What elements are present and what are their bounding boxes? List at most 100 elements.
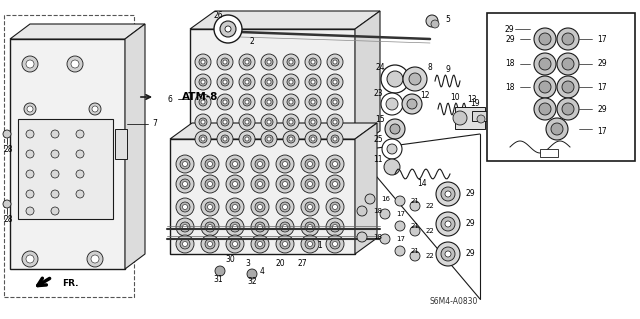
Circle shape xyxy=(305,114,321,130)
Text: 1: 1 xyxy=(317,241,323,249)
Circle shape xyxy=(395,196,405,206)
Circle shape xyxy=(251,235,269,253)
Circle shape xyxy=(562,103,574,115)
Circle shape xyxy=(384,159,400,175)
Bar xyxy=(455,107,485,129)
Circle shape xyxy=(311,100,315,104)
Bar xyxy=(487,13,635,161)
Circle shape xyxy=(402,94,422,114)
Text: 7: 7 xyxy=(152,120,157,129)
Circle shape xyxy=(436,212,460,236)
Circle shape xyxy=(205,159,215,169)
Text: 9: 9 xyxy=(445,64,451,73)
Circle shape xyxy=(305,54,321,70)
Circle shape xyxy=(245,120,249,124)
Circle shape xyxy=(232,161,237,167)
Circle shape xyxy=(326,175,344,193)
Circle shape xyxy=(380,234,390,244)
Circle shape xyxy=(217,74,233,90)
Circle shape xyxy=(223,80,227,84)
Circle shape xyxy=(380,209,390,219)
Circle shape xyxy=(326,155,344,173)
Circle shape xyxy=(255,202,265,212)
Polygon shape xyxy=(170,123,377,139)
Circle shape xyxy=(261,94,277,110)
Circle shape xyxy=(207,225,212,229)
Circle shape xyxy=(76,190,84,198)
Circle shape xyxy=(309,78,317,86)
Text: 19: 19 xyxy=(470,100,480,108)
Circle shape xyxy=(176,175,194,193)
Circle shape xyxy=(287,98,295,106)
Circle shape xyxy=(245,100,249,104)
Circle shape xyxy=(333,137,337,141)
Circle shape xyxy=(207,204,212,210)
Text: 10: 10 xyxy=(450,93,460,101)
Circle shape xyxy=(257,241,262,247)
Circle shape xyxy=(243,78,251,86)
Circle shape xyxy=(301,198,319,216)
Text: 31: 31 xyxy=(213,275,223,284)
Bar xyxy=(4,15,134,297)
Circle shape xyxy=(436,242,460,266)
Circle shape xyxy=(331,78,339,86)
Circle shape xyxy=(239,54,255,70)
Text: 13: 13 xyxy=(467,94,477,103)
Circle shape xyxy=(76,150,84,158)
Circle shape xyxy=(551,123,563,135)
Circle shape xyxy=(207,241,212,247)
Circle shape xyxy=(280,159,290,169)
Circle shape xyxy=(67,56,83,72)
Circle shape xyxy=(32,134,92,194)
Circle shape xyxy=(182,204,188,210)
Circle shape xyxy=(243,98,251,106)
Circle shape xyxy=(327,114,343,130)
Circle shape xyxy=(201,155,219,173)
Circle shape xyxy=(215,266,225,276)
Circle shape xyxy=(87,251,103,267)
Text: 17: 17 xyxy=(597,83,607,92)
Circle shape xyxy=(195,54,211,70)
Circle shape xyxy=(407,99,417,109)
Circle shape xyxy=(534,28,556,50)
Circle shape xyxy=(52,154,72,174)
Circle shape xyxy=(243,118,251,126)
Circle shape xyxy=(534,53,556,75)
Circle shape xyxy=(267,100,271,104)
Circle shape xyxy=(251,175,269,193)
Circle shape xyxy=(243,58,251,66)
Circle shape xyxy=(301,235,319,253)
Circle shape xyxy=(255,239,265,249)
Circle shape xyxy=(557,53,579,75)
Circle shape xyxy=(477,115,485,123)
Circle shape xyxy=(267,80,271,84)
Circle shape xyxy=(255,179,265,189)
Circle shape xyxy=(221,78,229,86)
Circle shape xyxy=(441,217,455,231)
Circle shape xyxy=(326,235,344,253)
Circle shape xyxy=(265,58,273,66)
Circle shape xyxy=(305,74,321,90)
Circle shape xyxy=(534,98,556,120)
Text: 18: 18 xyxy=(506,83,515,92)
Circle shape xyxy=(282,225,287,229)
Circle shape xyxy=(305,131,321,147)
Circle shape xyxy=(311,80,315,84)
Circle shape xyxy=(410,201,420,211)
Circle shape xyxy=(539,103,551,115)
Circle shape xyxy=(239,131,255,147)
Circle shape xyxy=(221,58,229,66)
Circle shape xyxy=(225,26,231,32)
Circle shape xyxy=(230,159,240,169)
Circle shape xyxy=(333,100,337,104)
Circle shape xyxy=(387,71,403,87)
Circle shape xyxy=(265,98,273,106)
Circle shape xyxy=(232,204,237,210)
Circle shape xyxy=(327,54,343,70)
Circle shape xyxy=(562,33,574,45)
Circle shape xyxy=(195,131,211,147)
Circle shape xyxy=(331,118,339,126)
Circle shape xyxy=(327,131,343,147)
Circle shape xyxy=(441,247,455,261)
Circle shape xyxy=(199,135,207,143)
